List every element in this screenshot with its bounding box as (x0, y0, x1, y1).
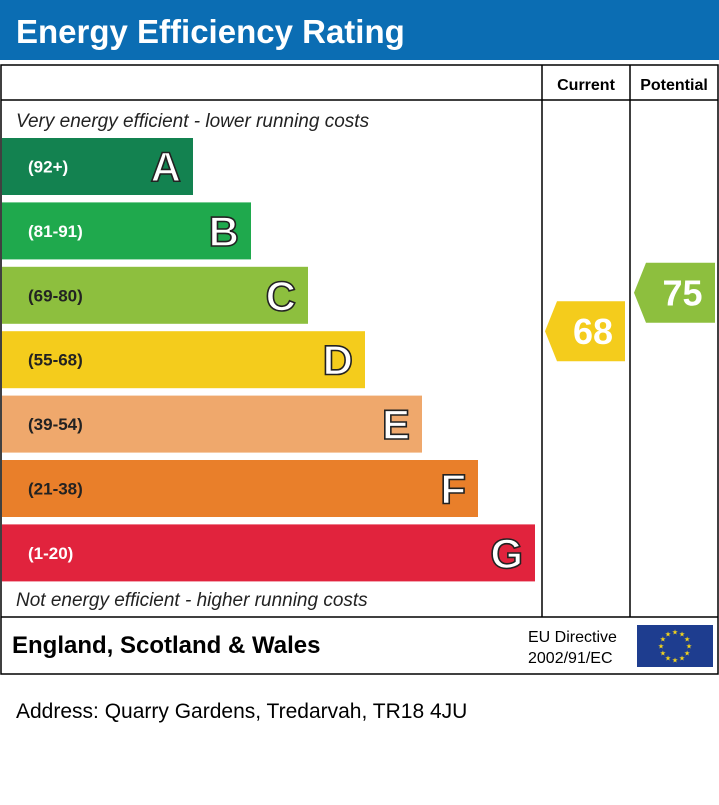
current-rating-arrow-value: 68 (573, 311, 613, 352)
eu-star: ★ (672, 657, 678, 665)
band-bar-b (2, 202, 251, 260)
band-a: (92+) A (2, 138, 193, 195)
band-range-g: (1-20) (28, 544, 73, 563)
eu-star: ★ (679, 630, 685, 638)
bottom-note: Not energy efficient - higher running co… (16, 590, 368, 611)
chart-frame (0, 64, 719, 675)
band-range-a: (92+) (28, 158, 68, 177)
eu-star: ★ (684, 636, 690, 644)
potential-rating-arrow: 75 (634, 262, 715, 323)
current-column-header: Current (557, 77, 615, 94)
eu-directive-line2: 2002/91/EC (528, 650, 613, 667)
rating-arrows: 68 75 (545, 262, 715, 362)
eu-star: ★ (684, 650, 690, 658)
potential-rating-arrow-value: 75 (662, 273, 702, 314)
band-f: (21-38) F (2, 460, 478, 517)
band-letter-e: E (382, 401, 410, 448)
current-rating-arrow-shape (545, 301, 625, 362)
band-letter-a: A (151, 144, 181, 191)
eu-stars-icon: ★ ★★★★★★★★★★★ (658, 629, 692, 665)
eu-star: ★ (665, 630, 671, 638)
band-bar-a (2, 138, 193, 195)
current-rating-arrow: 68 (545, 301, 625, 362)
eu-star: ★ (660, 636, 666, 644)
band-range-b: (81-91) (28, 222, 83, 241)
band-letter-g: G (490, 530, 523, 577)
band-bar-f (2, 460, 478, 517)
eu-star: ★ (679, 655, 685, 663)
address-text: Address: Quarry Gardens, Tredarvah, TR18… (16, 700, 468, 723)
eu-star: ★ (686, 643, 692, 651)
rating-bands: (92+) A (81-91) B (69-80) C (55-68) D (39-54) E (2… (2, 138, 535, 582)
band-range-e: (39-54) (28, 415, 83, 434)
eu-flag-icon (637, 625, 713, 667)
band-bar-c (2, 266, 308, 324)
potential-column-header: Potential (640, 77, 708, 94)
region-label: England, Scotland & Wales (12, 632, 320, 659)
chart-title: Energy Efficiency Rating (16, 13, 405, 50)
band-letter-c: C (266, 272, 296, 319)
eu-star: ★ (658, 643, 664, 651)
band-letter-d: D (323, 337, 353, 384)
band-range-f: (21-38) (28, 480, 83, 499)
band-letter-f: F (440, 466, 466, 513)
band-b: (81-91) B (2, 202, 251, 260)
band-range-c: (69-80) (28, 286, 83, 305)
band-bar-g (2, 524, 535, 582)
band-letter-b: B (209, 208, 239, 255)
potential-rating-arrow-shape (634, 262, 715, 323)
band-g: (1-20) G (2, 524, 535, 582)
band-bar-e (2, 395, 422, 453)
top-note: Very energy efficient - lower running co… (16, 111, 370, 132)
band-bar-d (2, 331, 365, 389)
band-range-d: (55-68) (28, 351, 83, 370)
eu-star: ★ (672, 629, 678, 637)
band-e: (39-54) E (2, 395, 422, 453)
band-c: (69-80) C (2, 266, 308, 324)
eu-star: ★ (660, 650, 666, 658)
eu-star: ★ (665, 655, 671, 663)
band-d: (55-68) D (2, 331, 365, 389)
eu-directive-line1: EU Directive (528, 629, 617, 646)
header-bar (0, 0, 719, 60)
